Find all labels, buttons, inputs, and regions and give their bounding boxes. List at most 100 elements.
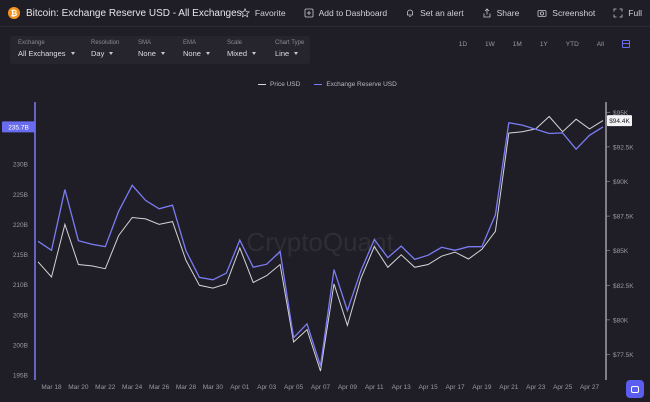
range-ytd[interactable]: YTD <box>565 40 579 48</box>
x-tick-label: Apr 01 <box>230 384 250 391</box>
chart-legend: Price USD Exchange Reserve USD <box>258 81 397 88</box>
screenshot-button[interactable]: Screenshot <box>537 8 595 18</box>
scale-value: Mixed <box>227 49 248 58</box>
right-tick-label: $95K <box>613 110 629 117</box>
range-1y[interactable]: 1Y <box>539 40 548 48</box>
right-tick-label: $92.5K <box>613 144 634 151</box>
x-tick-label: Mar 24 <box>122 384 143 391</box>
x-tick-label: Mar 28 <box>176 384 197 391</box>
share-icon <box>483 8 491 18</box>
sma-label: SMA <box>138 40 152 46</box>
right-tick-label: $82.5K <box>613 283 634 290</box>
header: ₿ Bitcoin: Exchange Reserve USD - All Ex… <box>0 0 650 26</box>
reserve-last-value-badge <box>2 121 35 133</box>
chevron-down-icon <box>109 52 114 55</box>
scale-label: Scale <box>227 40 243 46</box>
legend-swatch-reserve <box>314 83 323 86</box>
resolution-value: Day <box>91 49 105 58</box>
x-tick-label: Apr 21 <box>499 384 519 391</box>
legend-label-price: Price USD <box>270 81 301 88</box>
chat-icon <box>631 385 639 393</box>
header-divider <box>0 26 650 27</box>
legend-label-reserve: Exchange Reserve USD <box>326 81 397 88</box>
camera-icon <box>537 10 547 17</box>
full-label: Full <box>628 8 642 18</box>
left-tick-label: 220B <box>13 222 28 229</box>
left-tick-label: 195B <box>13 372 28 379</box>
set-alert-label: Set an alert <box>420 8 464 18</box>
sma-select[interactable]: SMA None <box>138 40 165 58</box>
share-label: Share <box>496 8 520 18</box>
dashboard-add-icon <box>304 8 313 18</box>
chart-type-value: Line <box>275 49 290 58</box>
price-last-value-label: $94.4K <box>609 118 630 125</box>
reserve-series-line <box>37 121 604 367</box>
chart-area[interactable]: CryptoQuant 195B 200B 205B 210B 215B 220B 225B 2… <box>0 96 650 402</box>
left-tick-label: 200B <box>13 342 28 349</box>
chevron-down-icon <box>294 52 299 55</box>
x-tick-label: Apr 25 <box>553 384 573 391</box>
right-tick-label: $87.5K <box>613 214 634 221</box>
x-tick-label: Apr 17 <box>445 384 465 391</box>
sma-value: None <box>138 49 156 58</box>
price-series-line <box>37 115 604 372</box>
watermark: CryptoQuant <box>246 227 394 257</box>
resolution-select[interactable]: Resolution Day <box>91 40 119 58</box>
left-tick-label: 225B <box>13 192 28 199</box>
chevron-down-icon <box>252 52 257 55</box>
x-tick-label: Apr 19 <box>472 384 492 391</box>
ema-select[interactable]: EMA None <box>183 40 210 58</box>
chart-type-select[interactable]: Chart Type Line <box>275 40 304 58</box>
action-bar: Favorite Add to Dashboard Set an alert S… <box>239 0 642 26</box>
x-tick-label: Apr 03 <box>257 384 277 391</box>
x-tick-label: Mar 18 <box>41 384 62 391</box>
add-to-dashboard-label: Add to Dashboard <box>318 8 388 18</box>
range-1d[interactable]: 1D <box>458 40 468 48</box>
x-tick-label: Apr 27 <box>580 384 600 391</box>
share-button[interactable]: Share <box>482 8 520 18</box>
x-tick-label: Apr 05 <box>284 384 304 391</box>
fullscreen-icon <box>613 8 623 18</box>
left-tick-label: 230B <box>13 162 28 169</box>
range-1w[interactable]: 1W <box>485 40 495 48</box>
ema-label: EMA <box>183 40 197 46</box>
x-tick-label: Mar 22 <box>95 384 116 391</box>
right-tick-label: $77.5K <box>613 352 634 359</box>
chevron-down-icon <box>160 52 165 55</box>
range-all[interactable]: All <box>596 40 604 48</box>
right-tick-label: $90K <box>613 179 629 186</box>
resolution-label: Resolution <box>91 40 120 46</box>
left-tick-label: 205B <box>13 312 28 319</box>
x-tick-label: Mar 30 <box>203 384 224 391</box>
bitcoin-icon: ₿ <box>8 7 20 19</box>
reserve-last-value-label: 235.7B <box>8 124 29 131</box>
exchange-label: Exchange <box>18 40 45 46</box>
chat-button[interactable] <box>626 380 644 398</box>
exchange-select[interactable]: Exchange All Exchanges <box>18 40 75 58</box>
legend-item-price[interactable]: Price USD <box>258 81 300 88</box>
screenshot-label: Screenshot <box>552 8 596 18</box>
chevron-down-icon <box>205 52 210 55</box>
x-tick-label: Apr 07 <box>311 384 331 391</box>
favorite-label: Favorite <box>254 8 286 18</box>
range-1m[interactable]: 1M <box>512 40 522 48</box>
brand: ₿ Bitcoin: Exchange Reserve USD - All Ex… <box>8 7 242 19</box>
x-tick-label: Apr 13 <box>392 384 412 391</box>
chart-type-label: Chart Type <box>275 40 305 46</box>
x-tick-label: Apr 15 <box>419 384 439 391</box>
bell-icon <box>407 9 414 17</box>
x-tick-label: Mar 26 <box>149 384 170 391</box>
add-to-dashboard-button[interactable]: Add to Dashboard <box>304 8 388 18</box>
exchange-value: All Exchanges <box>18 49 66 58</box>
full-button[interactable]: Full <box>613 8 642 18</box>
x-tick-label: Mar 20 <box>68 384 89 391</box>
set-alert-button[interactable]: Set an alert <box>405 8 464 18</box>
scale-select[interactable]: Scale Mixed <box>227 40 257 58</box>
legend-item-reserve[interactable]: Exchange Reserve USD <box>314 81 397 88</box>
price-last-value-badge <box>607 115 632 127</box>
range-selector: 1D 1W 1M 1Y YTD All <box>459 40 630 48</box>
favorite-button[interactable]: Favorite <box>239 8 286 18</box>
calendar-icon[interactable] <box>622 40 630 48</box>
controls-bar: Exchange All Exchanges Resolution Day SM… <box>10 36 640 66</box>
right-tick-label: $85K <box>613 248 629 255</box>
